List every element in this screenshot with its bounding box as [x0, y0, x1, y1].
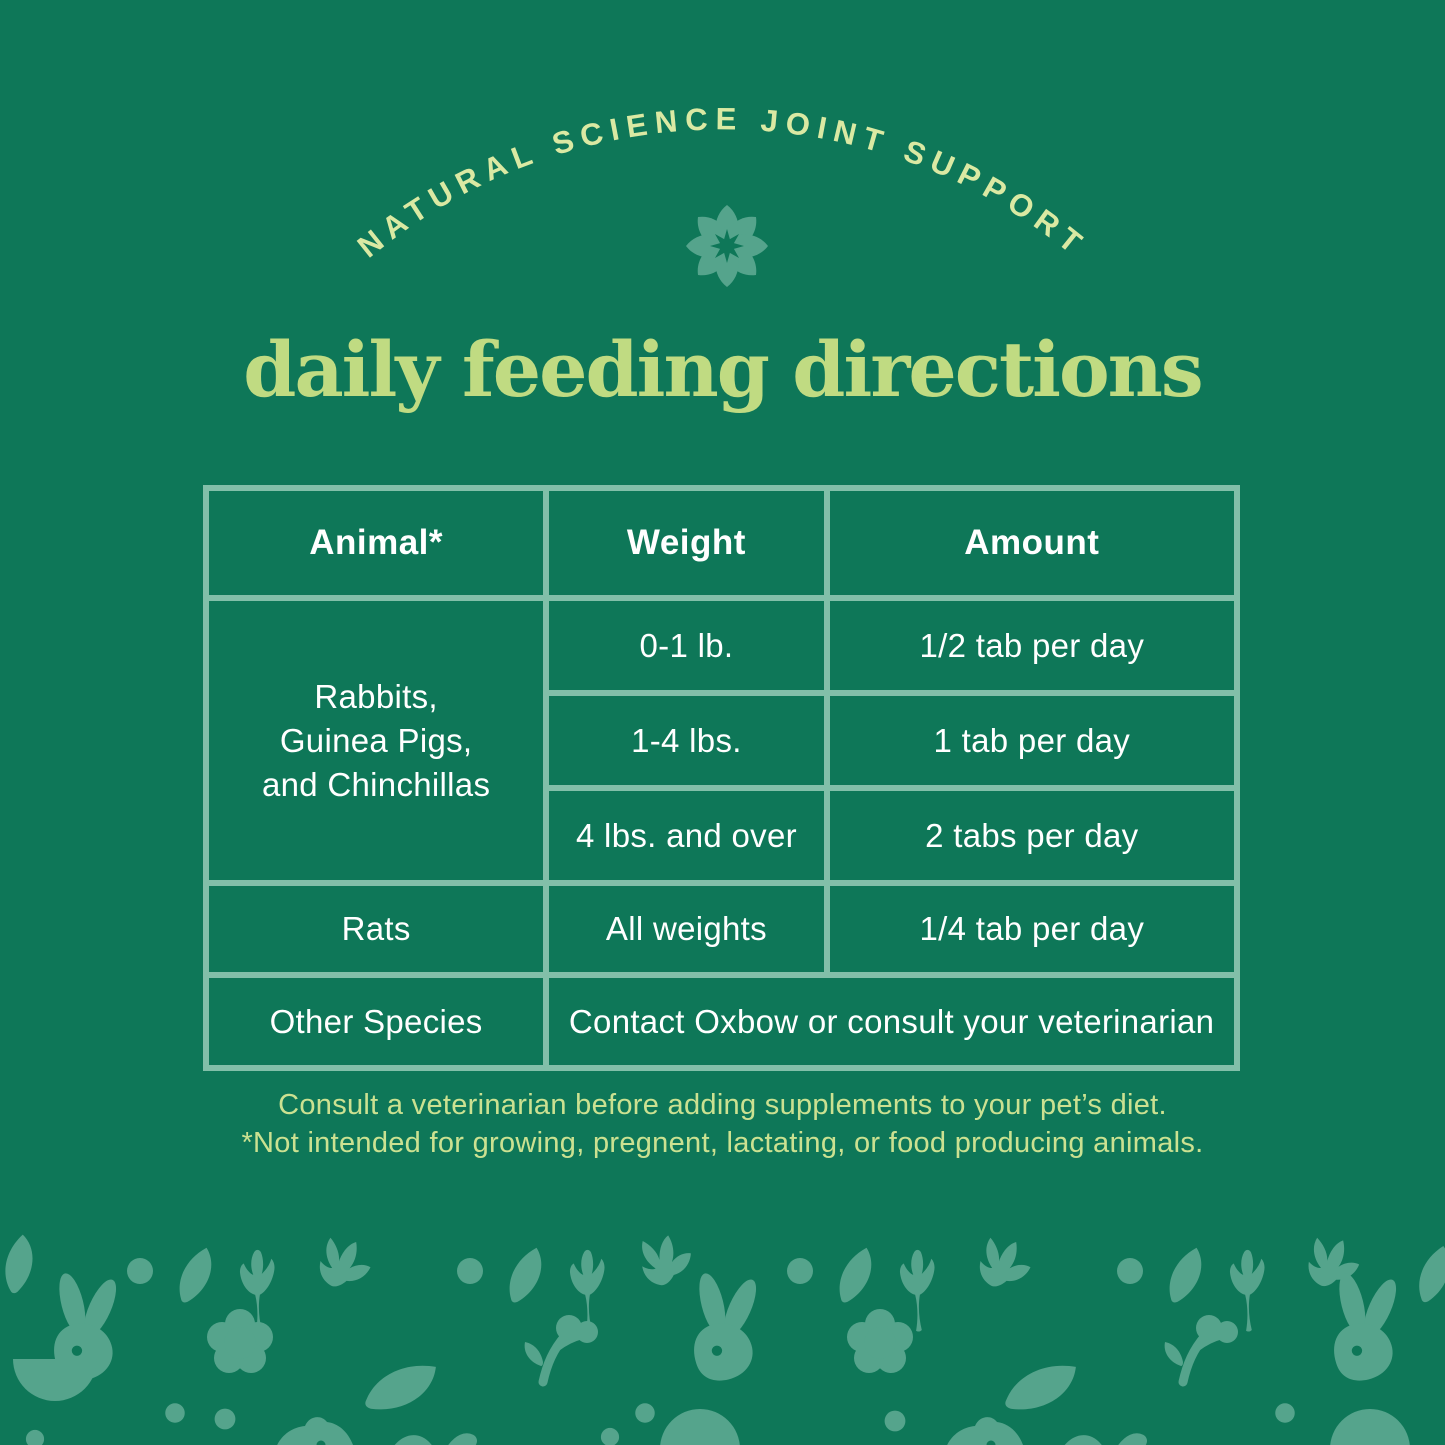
amount-cell: 1/4 tab per day	[823, 880, 1241, 978]
animal-line: Rabbits,	[314, 677, 438, 715]
star-cutout	[710, 229, 744, 263]
other-species-instruction-cell: Contact Oxbow or consult your veterinari…	[543, 972, 1240, 1071]
weight-cell: 1-4 lbs.	[543, 690, 830, 791]
animal-line: and Chinchillas	[261, 765, 491, 803]
table-row: 4 lbs. and over 2 tabs per day	[206, 785, 1241, 886]
footnote-block: Consult a veterinarian before adding sup…	[0, 1086, 1445, 1162]
flower-icon	[686, 205, 768, 287]
animal-line: Guinea Pigs,	[279, 721, 473, 759]
table-header-row: Animal* Weight Amount	[202, 485, 1241, 601]
footnote-line-2: *Not intended for growing, pregnent, lac…	[241, 1127, 1204, 1159]
critter-leaf-pattern	[0, 1232, 1445, 1445]
animal-cell: Other Species	[202, 972, 550, 1071]
col-header-amount: Amount	[823, 485, 1241, 601]
weight-cell: 0-1 lb.	[543, 595, 830, 696]
col-header-animal: Animal*	[202, 485, 550, 601]
weight-cell: 4 lbs. and over	[543, 785, 830, 886]
weight-cell: All weights	[543, 880, 830, 978]
table-row: Other Species Contact Oxbow or consult y…	[202, 972, 1240, 1071]
animal-cell: Rats	[202, 880, 550, 978]
feeding-table: Animal* Weight Amount Rabbits, Guinea Pi…	[202, 485, 1241, 1071]
amount-cell: 1/2 tab per day	[823, 595, 1241, 696]
amount-cell: 2 tabs per day	[823, 785, 1241, 886]
table-row: 1-4 lbs. 1 tab per day	[206, 690, 1241, 791]
amount-cell: 1 tab per day	[823, 690, 1241, 791]
page-title: daily feeding directions	[243, 325, 1203, 414]
table-row: Rats All weights 1/4 tab per day	[202, 880, 1241, 978]
table-row: Rabbits, Guinea Pigs, and Chinchillas 0-…	[202, 595, 1241, 886]
animal-group-cell: Rabbits, Guinea Pigs, and Chinchillas	[202, 595, 550, 886]
footnote-line-1: Consult a veterinarian before adding sup…	[278, 1089, 1167, 1121]
col-header-weight: Weight	[543, 485, 830, 601]
